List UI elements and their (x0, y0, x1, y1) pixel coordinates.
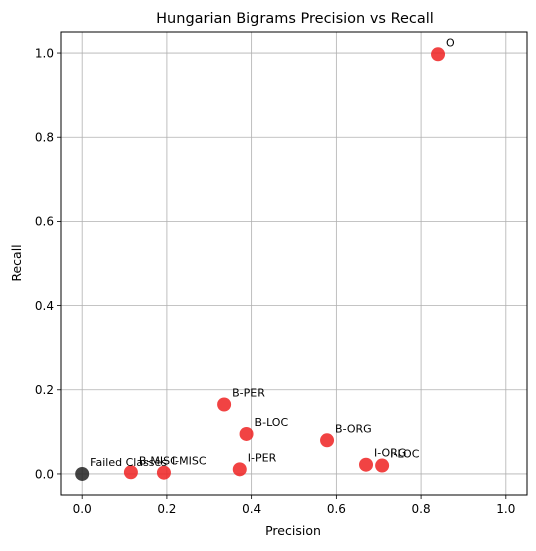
y-tick-label: 0.6 (35, 215, 54, 229)
y-tick-label: 0.2 (35, 383, 54, 397)
y-tick-label: 0.8 (35, 131, 54, 145)
x-tick-label: 0.2 (157, 502, 176, 516)
data-points (75, 47, 446, 481)
y-tick-label: 1.0 (35, 46, 54, 60)
x-tick-label: 0.8 (412, 502, 431, 516)
point-label-i-loc: I-LOC (390, 448, 420, 461)
x-tick-label: 1.0 (496, 502, 515, 516)
point-b-per (217, 397, 232, 412)
point-label-i-org: I-ORG (374, 447, 406, 460)
y-axis-label: Recall (9, 244, 24, 281)
point-label-b-per: B-PER (232, 387, 265, 400)
x-tick-label: 0.0 (73, 502, 92, 516)
point-label-o: O (446, 36, 455, 49)
point-i-loc (375, 458, 390, 473)
point-b-org (320, 433, 335, 448)
x-tick-label: 0.4 (242, 502, 261, 516)
point-label-i-misc: I-MISC (172, 455, 207, 468)
x-axis-label: Precision (265, 523, 321, 538)
point-i-org (359, 457, 374, 472)
point-label-failed-classes: Failed Classes (90, 456, 167, 469)
point-i-per (232, 462, 247, 477)
y-tick-label: 0.4 (35, 299, 54, 313)
chart-title: Hungarian Bigrams Precision vs Recall (156, 11, 434, 27)
point-label-b-org: B-ORG (335, 422, 372, 435)
point-label-b-loc: B-LOC (255, 416, 289, 429)
point-failed-classes (75, 466, 90, 481)
x-ticks: 0.0 0.2 0.4 0.6 0.8 1.0 (73, 495, 515, 516)
point-o (431, 47, 446, 62)
point-b-loc (239, 426, 254, 441)
point-b-misc (123, 465, 138, 480)
point-i-misc (156, 465, 171, 480)
y-tick-label: 0.0 (35, 467, 54, 481)
y-ticks: 0.0 0.2 0.4 0.6 0.8 1.0 (35, 46, 61, 481)
grid-lines (61, 32, 527, 495)
x-tick-label: 0.6 (327, 502, 346, 516)
point-label-b-misc: B-MISC (139, 454, 178, 467)
point-label-i-per: I-PER (248, 451, 277, 464)
plot-frame (60, 31, 528, 496)
